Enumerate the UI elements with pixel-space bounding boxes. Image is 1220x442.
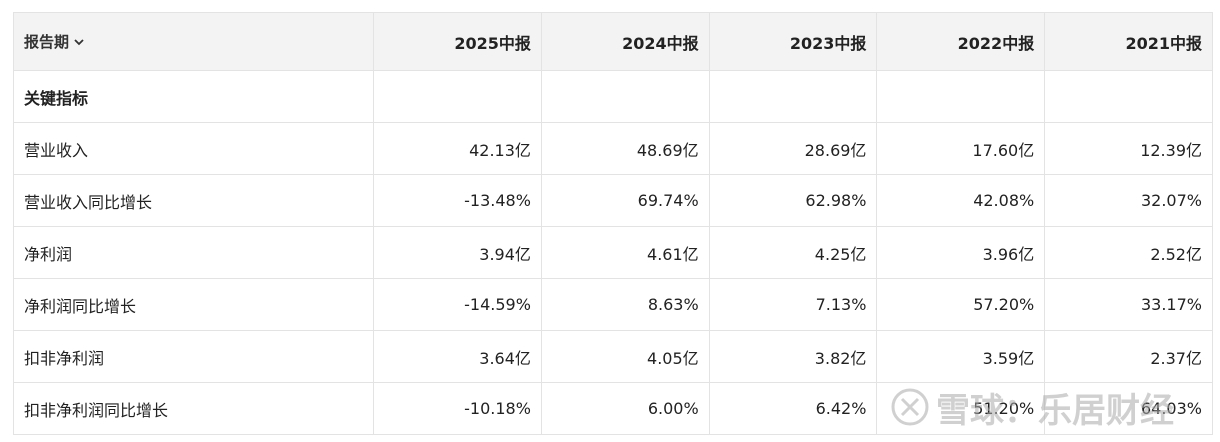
row-label: 扣非净利润 <box>12 330 375 383</box>
table-cell: 4.05亿 <box>540 330 710 383</box>
chevron-down-icon <box>74 38 84 45</box>
table-cell: 33.17% <box>1044 278 1213 331</box>
table-row-net-profit-yoy: 净利润同比增长 -14.59% 8.63% 7.13% 57.20% 33.17… <box>12 278 1213 331</box>
table-cell: 42.13亿 <box>373 122 542 175</box>
period-header-2024: 2024中报 <box>540 12 710 71</box>
table-cell: 6.00% <box>540 382 710 435</box>
table-cell: 62.98% <box>708 174 878 227</box>
table-cell: 8.63% <box>540 278 710 331</box>
key-metrics-table: 报告期 2025中报 2024中报 2023中报 2022中报 2021中报 关… <box>12 12 1213 435</box>
report-period-dropdown[interactable]: 报告期 <box>24 31 85 52</box>
table-cell: 3.96亿 <box>876 226 1046 279</box>
table-cell: -13.48% <box>373 174 542 227</box>
report-period-header: 报告期 <box>12 12 375 71</box>
period-header-2021: 2021中报 <box>1044 12 1213 71</box>
table-cell: 6.42% <box>708 382 878 435</box>
section-empty-cell <box>876 70 1046 123</box>
table-header-row: 报告期 2025中报 2024中报 2023中报 2022中报 2021中报 <box>12 12 1213 71</box>
table-cell: 12.39亿 <box>1044 122 1213 175</box>
table-row-revenue: 营业收入 42.13亿 48.69亿 28.69亿 17.60亿 12.39亿 <box>12 122 1213 175</box>
financial-table-container: 报告期 2025中报 2024中报 2023中报 2022中报 2021中报 关… <box>12 12 1213 435</box>
table-cell: 17.60亿 <box>876 122 1046 175</box>
table-cell: 7.13% <box>708 278 878 331</box>
table-cell: 4.25亿 <box>708 226 878 279</box>
row-label: 净利润 <box>12 226 375 279</box>
report-period-label: 报告期 <box>24 33 70 51</box>
table-cell: 69.74% <box>540 174 710 227</box>
table-cell: 3.64亿 <box>373 330 542 383</box>
table-cell: 64.03% <box>1044 382 1213 435</box>
period-header-2022: 2022中报 <box>876 12 1046 71</box>
table-cell: -14.59% <box>373 278 542 331</box>
section-empty-cell <box>540 70 710 123</box>
section-empty-cell <box>1044 70 1213 123</box>
table-row-deducted-net-profit: 扣非净利润 3.64亿 4.05亿 3.82亿 3.59亿 2.37亿 <box>12 330 1213 383</box>
row-label: 营业收入同比增长 <box>12 174 375 227</box>
table-row-revenue-yoy: 营业收入同比增长 -13.48% 69.74% 62.98% 42.08% 32… <box>12 174 1213 227</box>
table-cell: 32.07% <box>1044 174 1213 227</box>
table-cell: 48.69亿 <box>540 122 710 175</box>
table-cell: 28.69亿 <box>708 122 878 175</box>
table-cell: 3.94亿 <box>373 226 542 279</box>
period-header-2023: 2023中报 <box>708 12 878 71</box>
table-cell: 2.52亿 <box>1044 226 1213 279</box>
row-label: 扣非净利润同比增长 <box>12 382 375 435</box>
row-label: 净利润同比增长 <box>12 278 375 331</box>
table-cell: 4.61亿 <box>540 226 710 279</box>
section-title: 关键指标 <box>12 70 375 123</box>
section-empty-cell <box>708 70 878 123</box>
period-header-2025: 2025中报 <box>373 12 542 71</box>
table-cell: 51.20% <box>876 382 1046 435</box>
table-cell: 42.08% <box>876 174 1046 227</box>
table-row-net-profit: 净利润 3.94亿 4.61亿 4.25亿 3.96亿 2.52亿 <box>12 226 1213 279</box>
table-row-deducted-net-profit-yoy: 扣非净利润同比增长 -10.18% 6.00% 6.42% 51.20% 64.… <box>12 382 1213 435</box>
table-cell: 3.82亿 <box>708 330 878 383</box>
row-label: 营业收入 <box>12 122 375 175</box>
table-cell: 3.59亿 <box>876 330 1046 383</box>
table-cell: -10.18% <box>373 382 542 435</box>
table-cell: 2.37亿 <box>1044 330 1213 383</box>
section-row-key-metrics: 关键指标 <box>12 70 1213 123</box>
table-cell: 57.20% <box>876 278 1046 331</box>
section-empty-cell <box>373 70 542 123</box>
